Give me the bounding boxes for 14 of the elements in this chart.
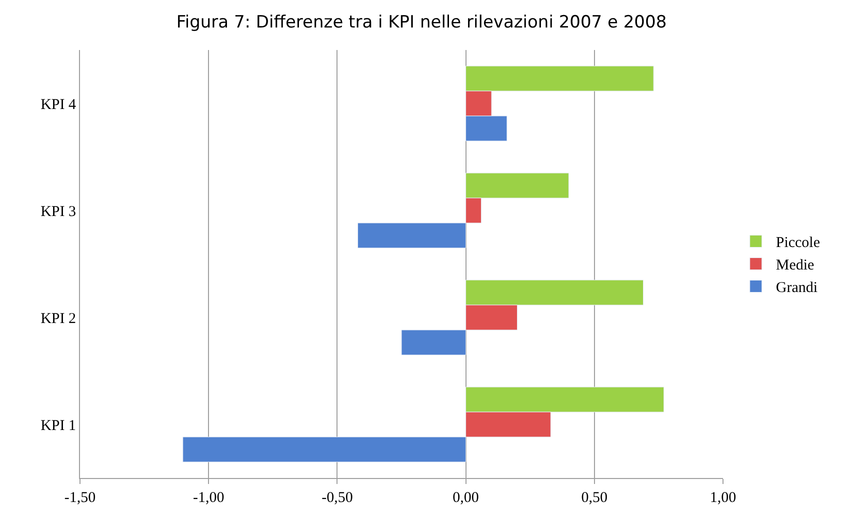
x-tick-label: 0,00 [452, 490, 479, 506]
y-tick-label: KPI 2 [40, 310, 76, 327]
x-tick-label: -1,00 [192, 490, 224, 506]
legend-label: Grandi [776, 280, 818, 296]
y-tick-label: KPI 3 [40, 204, 76, 220]
x-tick-label: 0,50 [581, 490, 608, 506]
y-tick-label: KPI 4 [40, 96, 76, 113]
x-tick-label: -1,50 [64, 490, 96, 506]
y-tick-label: KPI 1 [40, 418, 76, 434]
x-tick-label: 1,00 [710, 490, 736, 506]
chart-title: Figura 7: Differenze tra i KPI nelle rilevazioni 2007 e 2008 [176, 12, 667, 33]
legend-label: Piccole [776, 235, 820, 252]
x-tick-label: -0,50 [322, 490, 353, 506]
legend-label: Medie [776, 258, 815, 274]
